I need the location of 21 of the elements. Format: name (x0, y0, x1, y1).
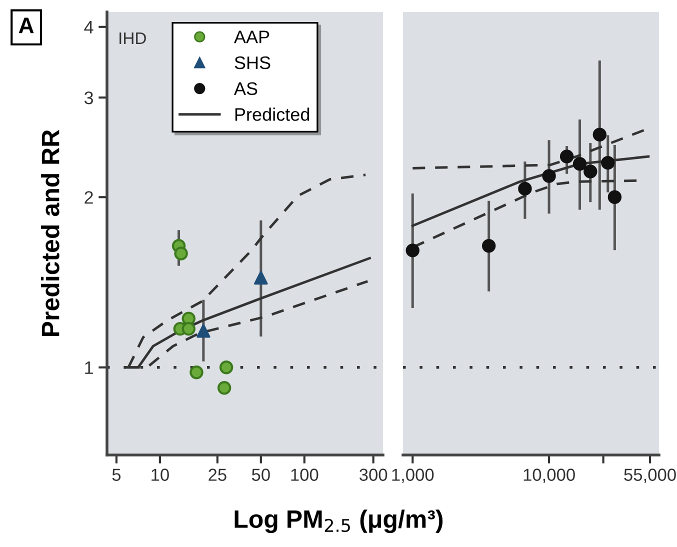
legend-label: SHS (234, 56, 270, 70)
x-tick-label: 25 (208, 468, 226, 481)
legend-label: Predicted (235, 108, 310, 121)
x-tick-label: 300 (360, 468, 388, 481)
y-tick-label: 2 (84, 191, 93, 204)
x-tick-label: 55,000 (624, 468, 676, 483)
y-tick-label: 1 (85, 362, 93, 374)
y-axis-title: Predicted and RR (41, 130, 60, 336)
x-tick-label: 100 (291, 468, 318, 481)
legend-label: AAP (234, 30, 270, 44)
annotation: IHD (120, 32, 146, 44)
x-tick-label: 5 (112, 468, 121, 481)
x-tick-label: 10,000 (524, 468, 575, 483)
x-tick-label: 1,000 (392, 468, 434, 483)
legend-label: AS (234, 82, 258, 96)
y-tick-label: 3 (84, 91, 94, 104)
x-tick-label: 10 (152, 468, 169, 481)
x-tick-label: 50 (252, 468, 270, 481)
y-tick-label: 4 (84, 21, 94, 34)
text: A (18, 18, 34, 34)
x-axis-title: Log PM$_{2.5}$ (μg/m³) (234, 510, 443, 534)
